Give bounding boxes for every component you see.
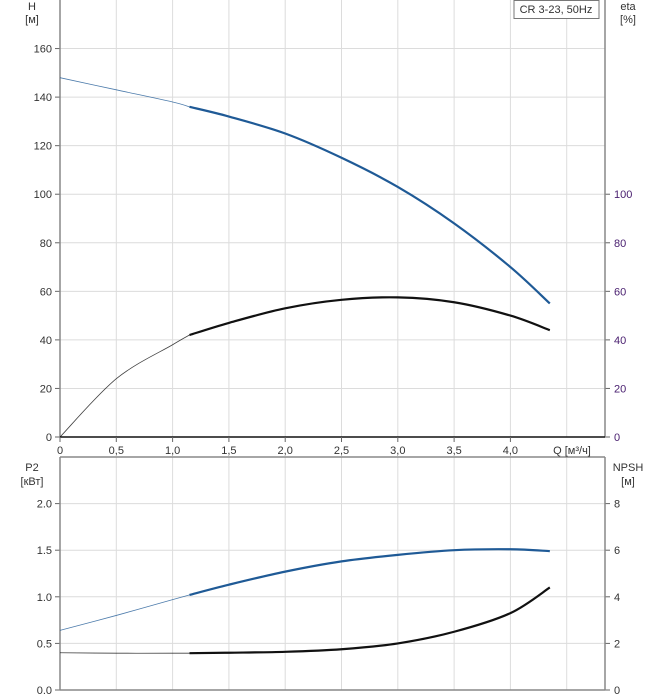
y2-tick-label: 0 xyxy=(614,685,620,697)
y2-axis-title: eta xyxy=(620,1,636,13)
chart-title: CR 3-23, 50Hz xyxy=(520,4,593,16)
eta-curve-extension xyxy=(59,334,190,438)
y2-tick-label: 4 xyxy=(614,592,620,604)
y-tick-label: 100 xyxy=(34,189,52,201)
y2-tick-label: 6 xyxy=(614,545,620,557)
y-tick-label: 160 xyxy=(34,44,52,56)
y-tick-label: 140 xyxy=(34,92,52,104)
y2-tick-label: 80 xyxy=(614,238,626,250)
y2-axis-unit: [м] xyxy=(621,476,635,488)
x-tick-label: 0,5 xyxy=(109,445,124,457)
h-curve-extension xyxy=(59,77,190,108)
y2-tick-label: 100 xyxy=(614,189,632,201)
y2-tick-label: 8 xyxy=(614,499,620,511)
y-tick-label: 2.0 xyxy=(37,499,52,511)
x-tick-label: 3,0 xyxy=(390,445,405,457)
y-axis-unit: [кВт] xyxy=(21,476,44,488)
y-tick-label: 0.5 xyxy=(37,638,52,650)
title-box xyxy=(513,0,600,19)
y2-tick-label: 40 xyxy=(614,335,626,347)
y2-tick-label: 20 xyxy=(614,383,626,395)
x-tick-label: 1,0 xyxy=(165,445,180,457)
y-tick-label: 20 xyxy=(40,383,52,395)
p2-curve-extension xyxy=(59,594,190,631)
y2-tick-label: 0 xyxy=(614,432,620,444)
y2-tick-label: 2 xyxy=(614,638,620,650)
y-axis-title: P2 xyxy=(25,462,38,474)
y-tick-label: 40 xyxy=(40,335,52,347)
y-tick-label: 0.0 xyxy=(37,685,52,697)
x-tick-label: 2,5 xyxy=(334,445,349,457)
y2-tick-label: 60 xyxy=(614,286,626,298)
y-tick-label: 120 xyxy=(34,141,52,153)
y2-axis-unit: [%] xyxy=(620,14,636,26)
x-tick-label: 2,0 xyxy=(278,445,293,457)
npsh-curve-extension xyxy=(59,652,190,654)
y-tick-label: 1.5 xyxy=(37,545,52,557)
y-tick-label: 1.0 xyxy=(37,592,52,604)
h-curve xyxy=(189,105,551,305)
x-axis-title: Q [м³/ч] xyxy=(553,445,591,457)
y-tick-label: 60 xyxy=(40,286,52,298)
npsh-curve xyxy=(189,586,551,655)
x-tick-label: 0 xyxy=(57,445,63,457)
p2-curve xyxy=(189,548,550,597)
x-tick-label: 4,0 xyxy=(503,445,518,457)
y-tick-label: 0 xyxy=(46,432,52,444)
y-axis-title: H xyxy=(28,1,36,13)
y2-axis-title: NPSH xyxy=(613,462,644,474)
eta-curve xyxy=(189,296,551,337)
y-tick-label: 80 xyxy=(40,238,52,250)
x-tick-label: 3,5 xyxy=(446,445,461,457)
x-tick-label: 1,5 xyxy=(221,445,236,457)
y-axis-unit: [м] xyxy=(25,14,39,26)
